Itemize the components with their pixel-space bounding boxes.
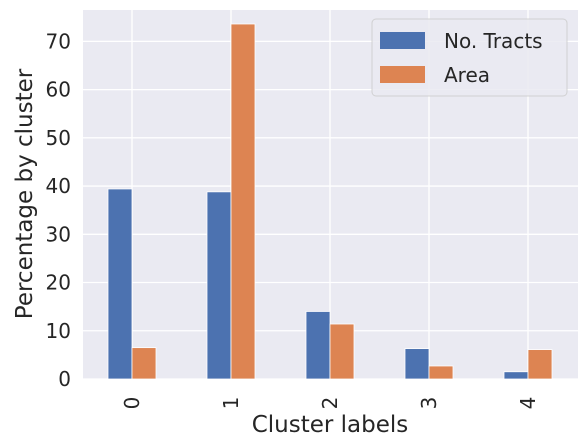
x-tick-label: 3 <box>417 397 441 410</box>
legend-swatch-no-tracts <box>380 32 425 49</box>
bar-no-tracts-cluster-2 <box>305 311 331 380</box>
x-axis-label: Cluster labels <box>252 412 409 438</box>
legend-swatch-area <box>380 66 425 83</box>
x-tick-labels: 0 1 2 3 4 <box>120 397 540 410</box>
y-tick-label: 60 <box>46 78 71 102</box>
x-tick-label: 4 <box>516 397 540 410</box>
legend-label-no-tracts: No. Tracts <box>444 29 543 53</box>
bar-area-cluster-3 <box>428 365 454 380</box>
bars-layer <box>107 23 553 380</box>
y-tick-label: 10 <box>46 319 71 343</box>
x-tick-label: 2 <box>318 397 342 410</box>
bar-no-tracts-cluster-0 <box>107 188 133 380</box>
bar-area-cluster-4 <box>527 349 553 380</box>
legend: No. Tracts Area <box>371 18 568 97</box>
bar-area-cluster-1 <box>230 23 256 380</box>
legend-label-area: Area <box>444 63 490 87</box>
bar-no-tracts-cluster-4 <box>503 371 529 380</box>
y-tick-label: 0 <box>58 367 71 391</box>
y-tick-label: 30 <box>46 222 71 246</box>
x-tick-label: 0 <box>120 397 144 410</box>
y-tick-label: 20 <box>46 271 71 295</box>
bar-no-tracts-cluster-1 <box>206 191 232 380</box>
y-tick-labels: 0 10 20 30 40 50 60 70 <box>46 29 71 391</box>
x-tick-label: 1 <box>219 397 243 410</box>
bar-no-tracts-cluster-3 <box>404 348 430 380</box>
y-tick-label: 40 <box>46 174 71 198</box>
bar-area-cluster-0 <box>131 347 157 380</box>
y-tick-label: 50 <box>46 126 71 150</box>
y-tick-label: 70 <box>46 29 71 53</box>
y-axis-label: Percentage by cluster <box>12 68 38 319</box>
bar-area-cluster-2 <box>329 323 355 380</box>
